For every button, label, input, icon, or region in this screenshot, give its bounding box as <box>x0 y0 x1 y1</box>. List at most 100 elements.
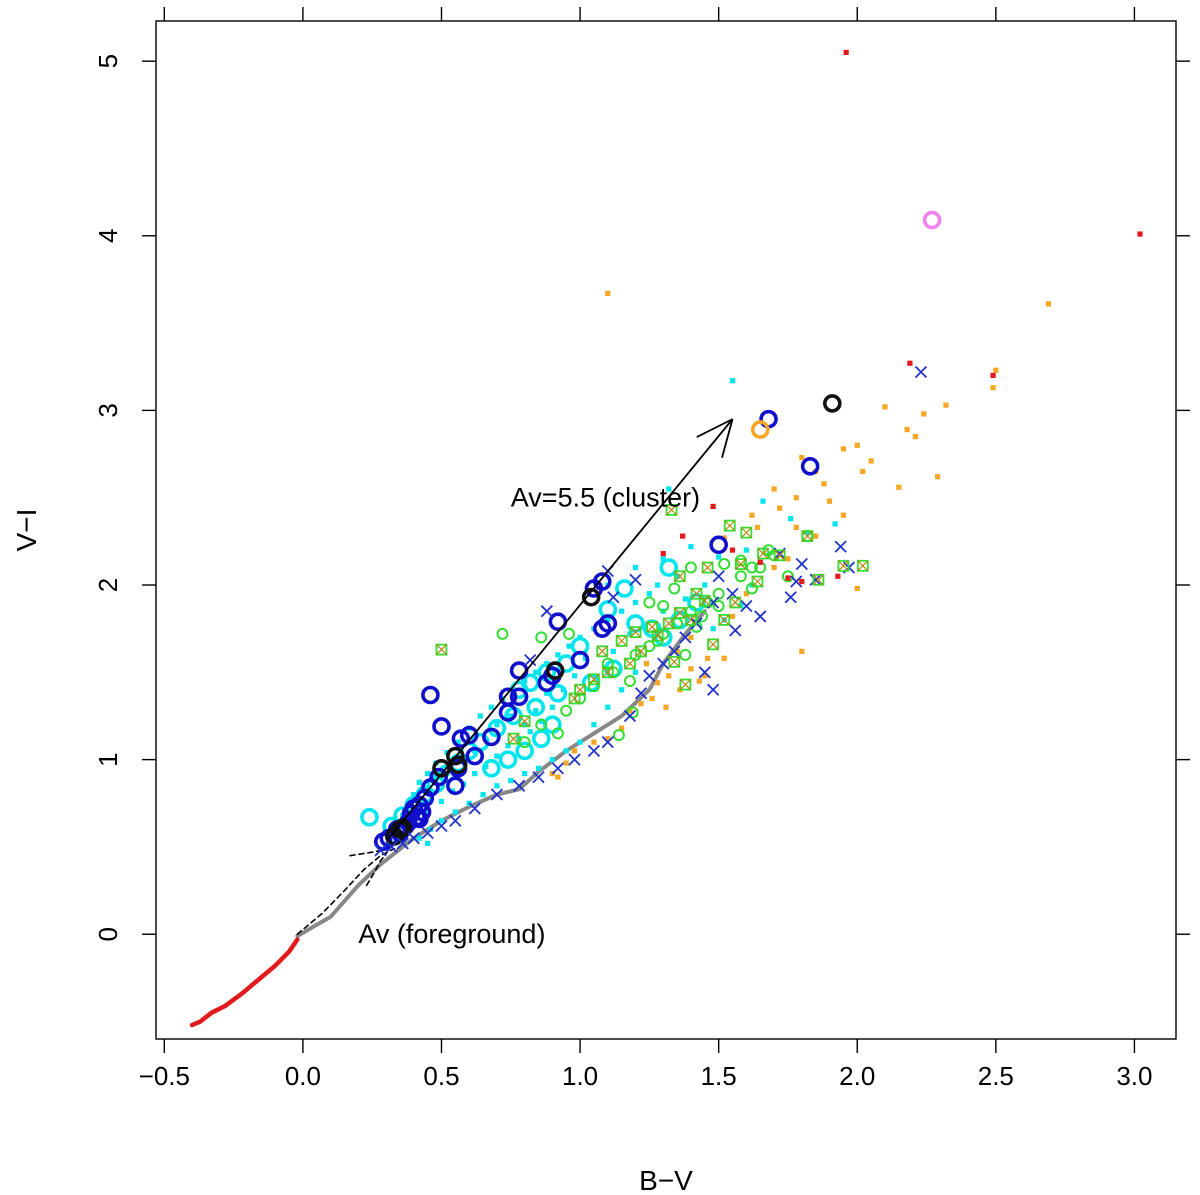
curves-layer <box>189 609 707 1028</box>
data-point-circle <box>750 420 770 439</box>
data-point-box <box>635 645 647 658</box>
data-point-cross <box>698 666 711 679</box>
data-point-box-cross <box>718 614 730 626</box>
data-point-circle <box>515 741 534 761</box>
data-point-square <box>477 713 483 719</box>
data-point-box <box>624 657 636 670</box>
data-point-box <box>740 526 753 539</box>
foreground-dashed-upper <box>296 847 396 936</box>
data-point-box <box>596 645 609 658</box>
data-point-box <box>668 655 681 668</box>
data-point-circle <box>446 776 465 796</box>
data-point-square <box>804 530 810 536</box>
data-point-square <box>544 690 550 696</box>
data-point-square <box>619 608 625 614</box>
data-point-circle <box>526 697 546 717</box>
data-point-cross <box>914 365 928 379</box>
data-point-cross <box>468 802 481 815</box>
data-point-box-cross <box>588 673 600 685</box>
data-point-box-cross <box>674 570 686 582</box>
data-point-circle <box>570 650 590 670</box>
data-point-box-cross <box>801 530 813 542</box>
data-point-circle <box>465 746 485 766</box>
data-point-cross <box>740 599 753 613</box>
data-point-box-cross <box>668 656 680 668</box>
data-point-square <box>793 524 799 530</box>
data-point-square <box>832 521 838 527</box>
data-point-small-circle <box>684 605 697 618</box>
data-point-square <box>749 512 755 518</box>
data-point-circle <box>615 579 634 598</box>
data-point-box <box>679 678 692 691</box>
data-point-box-cross <box>635 645 647 657</box>
data-point-box <box>518 715 531 728</box>
data-point-cross <box>540 605 553 618</box>
data-point-square <box>508 777 514 784</box>
data-point-cross <box>607 591 620 604</box>
data-point-box <box>507 732 520 745</box>
data-point-small-circle <box>601 657 614 670</box>
data-point-circle <box>446 746 465 766</box>
x-tick-label: 1.5 <box>701 1061 737 1091</box>
data-point-square <box>729 613 736 620</box>
data-point-square <box>563 760 569 766</box>
data-point-circle <box>626 614 645 633</box>
data-point-circle <box>482 759 501 778</box>
data-point-square <box>702 582 708 588</box>
data-point-small-circle <box>612 729 625 742</box>
data-point-box-cross <box>630 626 641 638</box>
data-point-square <box>619 687 625 693</box>
data-point-box-cross <box>702 562 714 573</box>
data-point-square <box>674 573 680 579</box>
data-point-square <box>411 791 417 798</box>
data-point-square <box>494 753 500 759</box>
data-point-box <box>837 559 850 572</box>
data-point-box <box>588 673 600 686</box>
data-point-box-cross <box>596 645 608 657</box>
data-point-cross <box>623 709 637 723</box>
data-point-box <box>568 692 581 705</box>
data-point-square <box>729 547 736 553</box>
x-axis-title: B−V <box>639 1165 693 1195</box>
data-point-box <box>729 596 742 609</box>
data-point-cross <box>643 669 656 682</box>
data-point-small-circle <box>718 558 731 571</box>
data-point-cross <box>790 575 803 588</box>
data-point-circle <box>421 685 440 705</box>
data-point-square <box>993 367 999 373</box>
data-point-box <box>673 607 686 619</box>
data-point-square <box>533 669 539 675</box>
data-point-small-circle <box>668 582 681 595</box>
data-point-box-cross <box>674 607 686 619</box>
data-point-small-circle <box>712 587 725 600</box>
data-point-square <box>799 454 805 461</box>
data-point-circle <box>709 535 728 555</box>
data-point-square <box>591 722 597 728</box>
data-point-square <box>538 718 544 724</box>
data-point-box-cross <box>616 635 628 647</box>
data-point-small-circle <box>535 718 548 731</box>
data-point-square <box>793 495 799 501</box>
y-tick-label: 1 <box>93 752 123 766</box>
data-point-square <box>835 573 841 579</box>
data-point-square <box>610 648 616 654</box>
data-point-box-cross <box>757 548 769 559</box>
data-point-square <box>868 458 874 464</box>
data-point-circle <box>509 687 529 707</box>
y-tick-label: 3 <box>93 403 123 417</box>
data-point-cross <box>407 832 420 845</box>
data-point-square <box>605 736 611 742</box>
data-point-box <box>734 558 747 570</box>
data-point-small-circle <box>551 727 564 740</box>
data-point-square <box>666 673 672 679</box>
data-point-cross <box>795 557 808 571</box>
data-point-square <box>743 547 749 553</box>
data-point-square <box>438 798 445 805</box>
data-point-square <box>488 704 494 710</box>
data-point-small-circle <box>518 736 531 749</box>
data-point-box <box>856 559 869 572</box>
data-point-square <box>896 484 902 490</box>
data-point-box-cross <box>666 504 677 516</box>
data-point-square <box>555 652 561 658</box>
data-point-box <box>707 638 720 651</box>
